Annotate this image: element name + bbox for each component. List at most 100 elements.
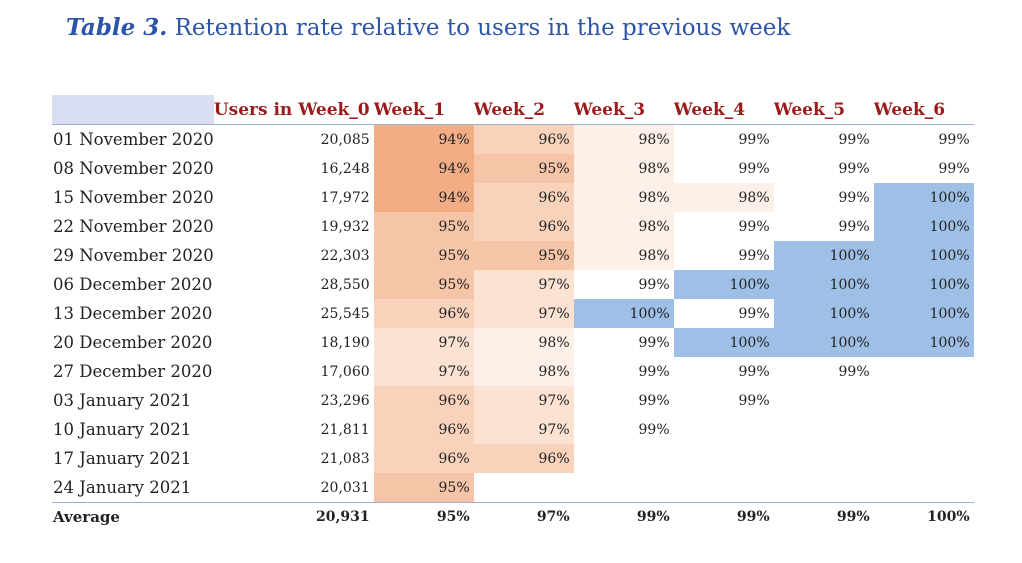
cohort-date: 03 January 2021 (53, 391, 192, 410)
retention-cell-week2: 98% (473, 357, 574, 386)
cohort-date: 10 January 2021 (53, 420, 192, 439)
retention-cell-week1: 96% (373, 386, 474, 415)
users-week0: 17,060 (320, 363, 370, 380)
retention-cell-week6 (874, 386, 974, 415)
retention-cell-week4: 99% (738, 392, 770, 409)
average-label: Average (52, 502, 214, 531)
cohort-date: 17 January 2021 (53, 449, 192, 468)
retention-cell-week4: 99% (738, 160, 770, 177)
retention-cell-week1: 95% (373, 212, 474, 241)
average-week4: 99% (673, 502, 774, 531)
retention-cell-week5 (774, 444, 874, 473)
table-body: 01 November 2020 20,085 94% 96% 98% 99% 99% 99%… (52, 124, 974, 503)
retention-cell-week5: 100% (773, 328, 874, 357)
retention-cell-week6: 99% (938, 131, 970, 148)
retention-cell-week3: 99% (638, 363, 670, 380)
retention-cell-week5 (774, 415, 874, 444)
retention-cell-week1: 94% (373, 154, 474, 183)
table-row: 03 January 2021 23,296 96% 97% 99% 99% (52, 386, 974, 415)
retention-cell-week4: 100% (673, 328, 774, 357)
retention-cell-week6: 99% (938, 160, 970, 177)
users-week0: 20,085 (320, 131, 370, 148)
average-users: 20,931 (213, 502, 374, 531)
retention-cell-week4 (674, 415, 774, 444)
retention-cell-week4 (674, 473, 774, 503)
retention-cell-week3 (574, 444, 674, 473)
retention-cell-week6 (874, 444, 974, 473)
retention-cell-week6: 100% (873, 270, 974, 299)
users-week0: 19,932 (320, 218, 370, 235)
retention-cell-week6 (874, 473, 974, 503)
retention-cell-week2: 97% (473, 299, 574, 328)
retention-cell-week5: 99% (838, 189, 870, 206)
average-week2: 97% (473, 502, 574, 531)
retention-cell-week6: 100% (873, 212, 974, 241)
retention-cell-week2: 96% (473, 444, 574, 473)
retention-cell-week3: 99% (638, 334, 670, 351)
table-row: 27 December 2020 17,060 97% 98% 99% 99% 99% (52, 357, 974, 386)
retention-cell-week5: 99% (838, 131, 870, 148)
retention-cell-week1: 96% (373, 444, 474, 473)
retention-cell-week4: 100% (673, 270, 774, 299)
retention-cell-week5: 99% (838, 218, 870, 235)
users-week0: 17,972 (320, 189, 370, 206)
retention-cell-week2: 97% (473, 270, 574, 299)
average-week6: 100% (873, 502, 974, 531)
table-row: 08 November 2020 16,248 94% 95% 98% 99% 99% 99% (52, 154, 974, 183)
table-row: 15 November 2020 17,972 94% 96% 98% 98% 99% 100… (52, 183, 974, 212)
retention-cell-week6 (874, 415, 974, 444)
table-title: Table 3. Retention rate relative to user… (66, 14, 790, 41)
retention-cell-week1: 97% (373, 328, 474, 357)
retention-cell-week1: 95% (373, 473, 474, 503)
retention-cell-week1: 95% (373, 270, 474, 299)
users-week0: 25,545 (320, 305, 370, 322)
retention-cell-week2: 96% (473, 212, 574, 241)
retention-cell-week4: 99% (738, 131, 770, 148)
table-row: 01 November 2020 20,085 94% 96% 98% 99% 99% 99% (52, 124, 974, 154)
table-row: 24 January 2021 20,031 95% (52, 473, 974, 503)
retention-cell-week5: 99% (838, 363, 870, 380)
table-row: 20 December 2020 18,190 97% 98% 99% 100% 100% 1… (52, 328, 974, 357)
header-users-week0: Users in Week_0 (213, 95, 374, 125)
retention-cell-week2: 97% (473, 415, 574, 444)
retention-cell-week2: 96% (473, 124, 574, 154)
retention-cell-week2: 98% (473, 328, 574, 357)
retention-cell-week2: 97% (473, 386, 574, 415)
retention-cell-week3 (574, 473, 674, 503)
cohort-date: 06 December 2020 (53, 275, 213, 294)
retention-cell-week4: 99% (738, 305, 770, 322)
retention-cell-week6: 100% (873, 299, 974, 328)
average-week3: 99% (573, 502, 674, 531)
table-number: Table 3. (66, 14, 168, 41)
retention-cell-week4: 99% (738, 363, 770, 380)
average-row: Average 20,931 95% 97% 99% 99% 99% 100% (52, 502, 974, 531)
cohort-date: 22 November 2020 (53, 217, 214, 236)
header-week3: Week_3 (573, 95, 674, 125)
retention-cell-week5 (774, 473, 874, 503)
table-row: 06 December 2020 28,550 95% 97% 99% 100% 100% 1… (52, 270, 974, 299)
retention-cell-week4: 99% (738, 247, 770, 264)
retention-cell-week1: 96% (373, 415, 474, 444)
header-week4: Week_4 (673, 95, 774, 125)
retention-cell-week6: 100% (873, 183, 974, 212)
retention-cell-week3: 98% (573, 241, 674, 270)
retention-cell-week6: 100% (873, 328, 974, 357)
users-week0: 28,550 (320, 276, 370, 293)
retention-cell-week6 (874, 357, 974, 386)
average-week5: 99% (773, 502, 874, 531)
users-week0: 18,190 (320, 334, 370, 351)
header-row: Users in Week_0 Week_1 Week_2 Week_3 Wee… (52, 95, 974, 125)
cohort-date: 24 January 2021 (53, 478, 192, 497)
table-row: 29 November 2020 22,303 95% 95% 98% 99% 100% 10… (52, 241, 974, 270)
retention-cell-week5: 99% (838, 160, 870, 177)
retention-cell-week3: 98% (573, 124, 674, 154)
retention-cell-week3: 98% (573, 154, 674, 183)
retention-cell-week1: 95% (373, 241, 474, 270)
retention-cell-week2: 95% (473, 241, 574, 270)
average-week1: 95% (373, 502, 474, 531)
header-week2: Week_2 (473, 95, 574, 125)
retention-cell-week3: 100% (573, 299, 674, 328)
retention-cell-week6: 100% (873, 241, 974, 270)
retention-cell-week3: 99% (638, 392, 670, 409)
retention-cell-week2: 96% (473, 183, 574, 212)
